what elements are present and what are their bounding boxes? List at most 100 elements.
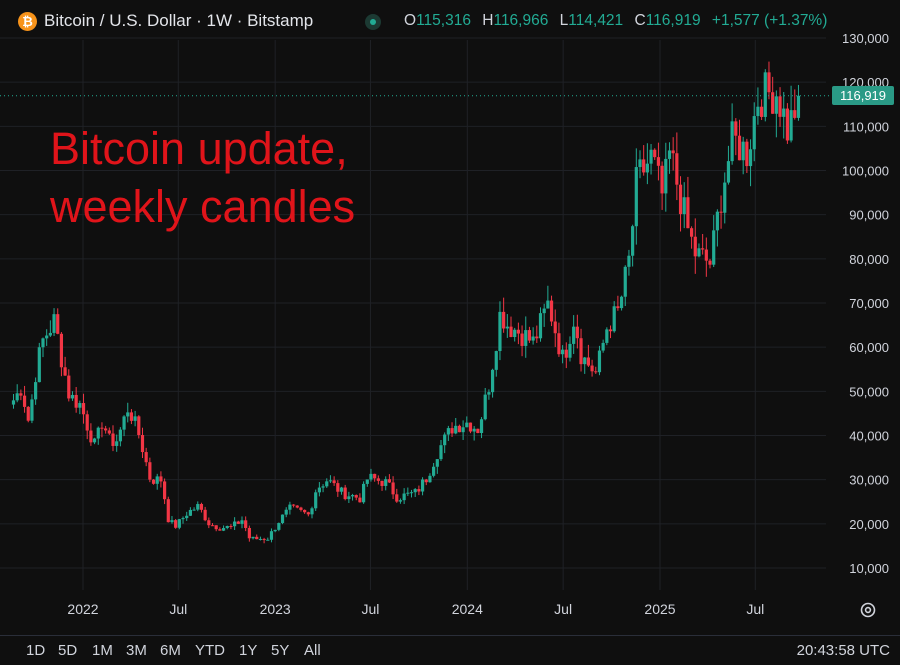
candle-body bbox=[258, 538, 263, 540]
utc-clock[interactable]: 20:43:58 UTC bbox=[796, 642, 890, 659]
candle-body bbox=[413, 489, 417, 493]
market-open-icon bbox=[365, 14, 381, 30]
high-value: 116,966 bbox=[493, 12, 549, 29]
range-ytd-button[interactable]: YTD bbox=[195, 642, 225, 659]
candle-body bbox=[653, 149, 657, 158]
x-tick-label: Jul bbox=[361, 601, 379, 617]
candle-body bbox=[181, 518, 185, 520]
candle-body bbox=[675, 153, 679, 185]
candle-body bbox=[207, 520, 211, 526]
candle-body bbox=[373, 473, 377, 479]
candle-body bbox=[137, 416, 141, 436]
candle-body bbox=[789, 110, 793, 141]
candle-body bbox=[56, 314, 60, 334]
symbol-title[interactable]: Bitcoin / U.S. Dollar · 1W · Bitstamp bbox=[44, 11, 314, 30]
candle-body bbox=[516, 329, 520, 334]
x-tick-label: Jul bbox=[746, 601, 764, 617]
y-tick-label: 10,000 bbox=[849, 561, 889, 576]
candle-body bbox=[572, 326, 576, 344]
y-tick-label: 20,000 bbox=[849, 517, 889, 532]
y-tick-label: 110,000 bbox=[843, 119, 889, 134]
candle-body bbox=[616, 306, 620, 309]
candle-body bbox=[104, 428, 108, 431]
x-tick-label: Jul bbox=[169, 601, 187, 617]
candle-body bbox=[133, 416, 137, 421]
candle-body bbox=[111, 433, 115, 446]
candle-body bbox=[332, 480, 336, 484]
candle-body bbox=[417, 489, 421, 492]
candle-body bbox=[365, 479, 369, 484]
range-1d-button[interactable]: 1D bbox=[26, 642, 46, 659]
candle-body bbox=[612, 306, 616, 332]
range-5d-button[interactable]: 5D bbox=[58, 642, 78, 659]
bottom-toolbar: 1D 5D 1M 3M 6M YTD 1Y 5Y All 20:43:58 UT… bbox=[0, 635, 900, 665]
candle-body bbox=[30, 399, 34, 421]
range-1m-button[interactable]: 1M bbox=[92, 642, 113, 659]
chart-header: ₿ Bitcoin / U.S. Dollar · 1W · Bitstamp … bbox=[0, 0, 900, 40]
candle-body bbox=[85, 414, 89, 431]
settings-gear-icon[interactable] bbox=[858, 600, 878, 620]
range-3m-button[interactable]: 3M bbox=[126, 642, 147, 659]
low-value: 114,421 bbox=[568, 12, 624, 29]
candle-body bbox=[63, 367, 67, 376]
candle-body bbox=[782, 108, 786, 117]
candle-body bbox=[568, 343, 572, 358]
candle-body bbox=[325, 481, 329, 487]
candle-body bbox=[59, 333, 64, 368]
candle-body bbox=[299, 507, 303, 510]
candle-body bbox=[321, 486, 325, 488]
candle-body bbox=[140, 435, 145, 453]
candle-body bbox=[74, 394, 78, 408]
candle-body bbox=[660, 165, 664, 194]
candle-body bbox=[771, 92, 775, 114]
candle-body bbox=[490, 369, 495, 393]
candle-body bbox=[428, 475, 432, 483]
change-value: +1,577 (+1.37%) bbox=[711, 12, 828, 29]
candle-body bbox=[723, 182, 727, 213]
close-key: C bbox=[634, 12, 646, 29]
candle-body bbox=[291, 504, 296, 506]
chart-canvas[interactable]: 10,000 20,000 30,000 40,000 50,000 60,000 70,0… bbox=[0, 0, 900, 635]
candle-body bbox=[461, 427, 465, 433]
candle-body bbox=[67, 375, 71, 399]
candle-body bbox=[409, 492, 414, 494]
candle-body bbox=[535, 336, 539, 339]
candle-body bbox=[251, 536, 255, 539]
candle-body bbox=[583, 357, 587, 365]
candle-body bbox=[619, 296, 624, 309]
candle-body bbox=[343, 487, 347, 500]
candle-body bbox=[502, 311, 506, 329]
candle-body bbox=[457, 425, 462, 433]
candle-body bbox=[686, 197, 690, 229]
annotation-line-1: Bitcoin update, bbox=[50, 123, 348, 174]
range-6m-button[interactable]: 6M bbox=[160, 642, 181, 659]
candle-body bbox=[468, 422, 473, 432]
candle-body bbox=[483, 394, 487, 420]
candle-body bbox=[546, 300, 550, 309]
candle-body bbox=[712, 230, 716, 265]
candle-body bbox=[328, 480, 333, 482]
y-tick-label: 90,000 bbox=[849, 208, 889, 223]
annotation-line-2: weekly candles bbox=[50, 181, 356, 232]
y-tick-label: 30,000 bbox=[849, 473, 889, 488]
candle-body bbox=[92, 438, 97, 443]
candle-body bbox=[564, 349, 568, 358]
price-chart[interactable]: 10,000 20,000 30,000 40,000 50,000 60,000 70,0… bbox=[0, 0, 900, 635]
candle-body bbox=[420, 479, 425, 492]
range-all-button[interactable]: All bbox=[304, 642, 321, 659]
candle-body bbox=[81, 403, 86, 415]
candle-body bbox=[498, 311, 502, 352]
candle-body bbox=[280, 514, 285, 524]
y-tick-label: 70,000 bbox=[849, 296, 889, 311]
x-tick-label: 2022 bbox=[67, 601, 98, 617]
candle-body bbox=[19, 393, 23, 396]
candle-body bbox=[155, 476, 159, 484]
range-1y-button[interactable]: 1Y bbox=[239, 642, 258, 659]
candle-body bbox=[561, 349, 565, 355]
candle-body bbox=[339, 487, 344, 492]
candle-body bbox=[701, 248, 705, 250]
candle-body bbox=[645, 163, 649, 173]
y-tick-label: 60,000 bbox=[849, 340, 889, 355]
range-5y-button[interactable]: 5Y bbox=[271, 642, 290, 659]
candle-body bbox=[774, 96, 778, 114]
